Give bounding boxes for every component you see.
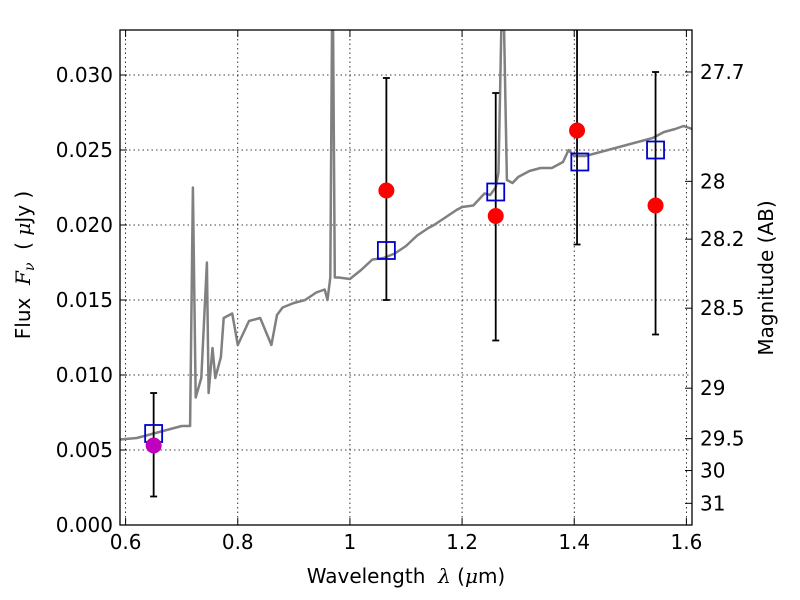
- y-tick-label: 0.025: [56, 138, 113, 162]
- y2-tick-label: 29: [700, 376, 725, 400]
- y-tick-label: 0.000: [56, 513, 113, 537]
- x-axis-ticks: 0.6 0.8 1 1.2 1.4 1.6: [110, 30, 702, 554]
- model-square: [646, 140, 665, 160]
- x-tick-label: 0.6: [110, 530, 142, 554]
- y2-tick-label: 28.5: [700, 296, 745, 320]
- y2-axis-ticks: 27.7 28 28.2 28.5 29 29.5 30 31: [685, 60, 745, 515]
- observed-point: [378, 182, 395, 199]
- x-tick-label: 1.2: [446, 530, 478, 554]
- y2-tick-label: 31: [700, 491, 725, 515]
- observed-points: [145, 122, 664, 454]
- x-axis-title: Wavelength λ (μm): [307, 564, 506, 588]
- spectrum-line: [120, 30, 692, 441]
- observed-point: [647, 197, 664, 214]
- plot-frame: [119, 29, 693, 526]
- y2-tick-label: 29.5: [700, 427, 745, 451]
- y-axis-ticks: 0.000 0.005 0.010 0.015 0.020 0.025 0.030: [56, 63, 127, 537]
- observed-point: [487, 208, 504, 224]
- y2-tick-label: 28: [700, 169, 725, 193]
- model-squares: [144, 140, 665, 443]
- y-tick-label: 0.005: [56, 438, 113, 462]
- y-tick-label: 0.010: [56, 363, 113, 387]
- y2-tick-label: 27.7: [700, 60, 745, 84]
- model-square: [570, 152, 590, 172]
- x-tick-label: 1.6: [670, 530, 702, 554]
- y2-axis-title: Magnitude (AB): [754, 200, 778, 355]
- spectrum-path: [120, 30, 692, 441]
- grid: [120, 30, 692, 525]
- y-tick-label: 0.020: [56, 213, 113, 237]
- y-tick-label: 0.015: [56, 288, 113, 312]
- x-tick-label: 1: [344, 530, 357, 554]
- x-tick-label: 1.4: [558, 530, 590, 554]
- y2-tick-label: 28.2: [700, 227, 745, 251]
- model-square: [486, 182, 506, 202]
- observed-point: [145, 437, 162, 454]
- model-square: [376, 241, 396, 260]
- y-tick-label: 0.030: [56, 63, 113, 87]
- y2-tick-label: 30: [700, 459, 725, 483]
- x-tick-label: 0.8: [222, 530, 254, 554]
- plot-area: [120, 30, 692, 525]
- observed-point: [569, 122, 586, 139]
- y-axis-title: Flux Fν ( μJy ): [11, 191, 38, 339]
